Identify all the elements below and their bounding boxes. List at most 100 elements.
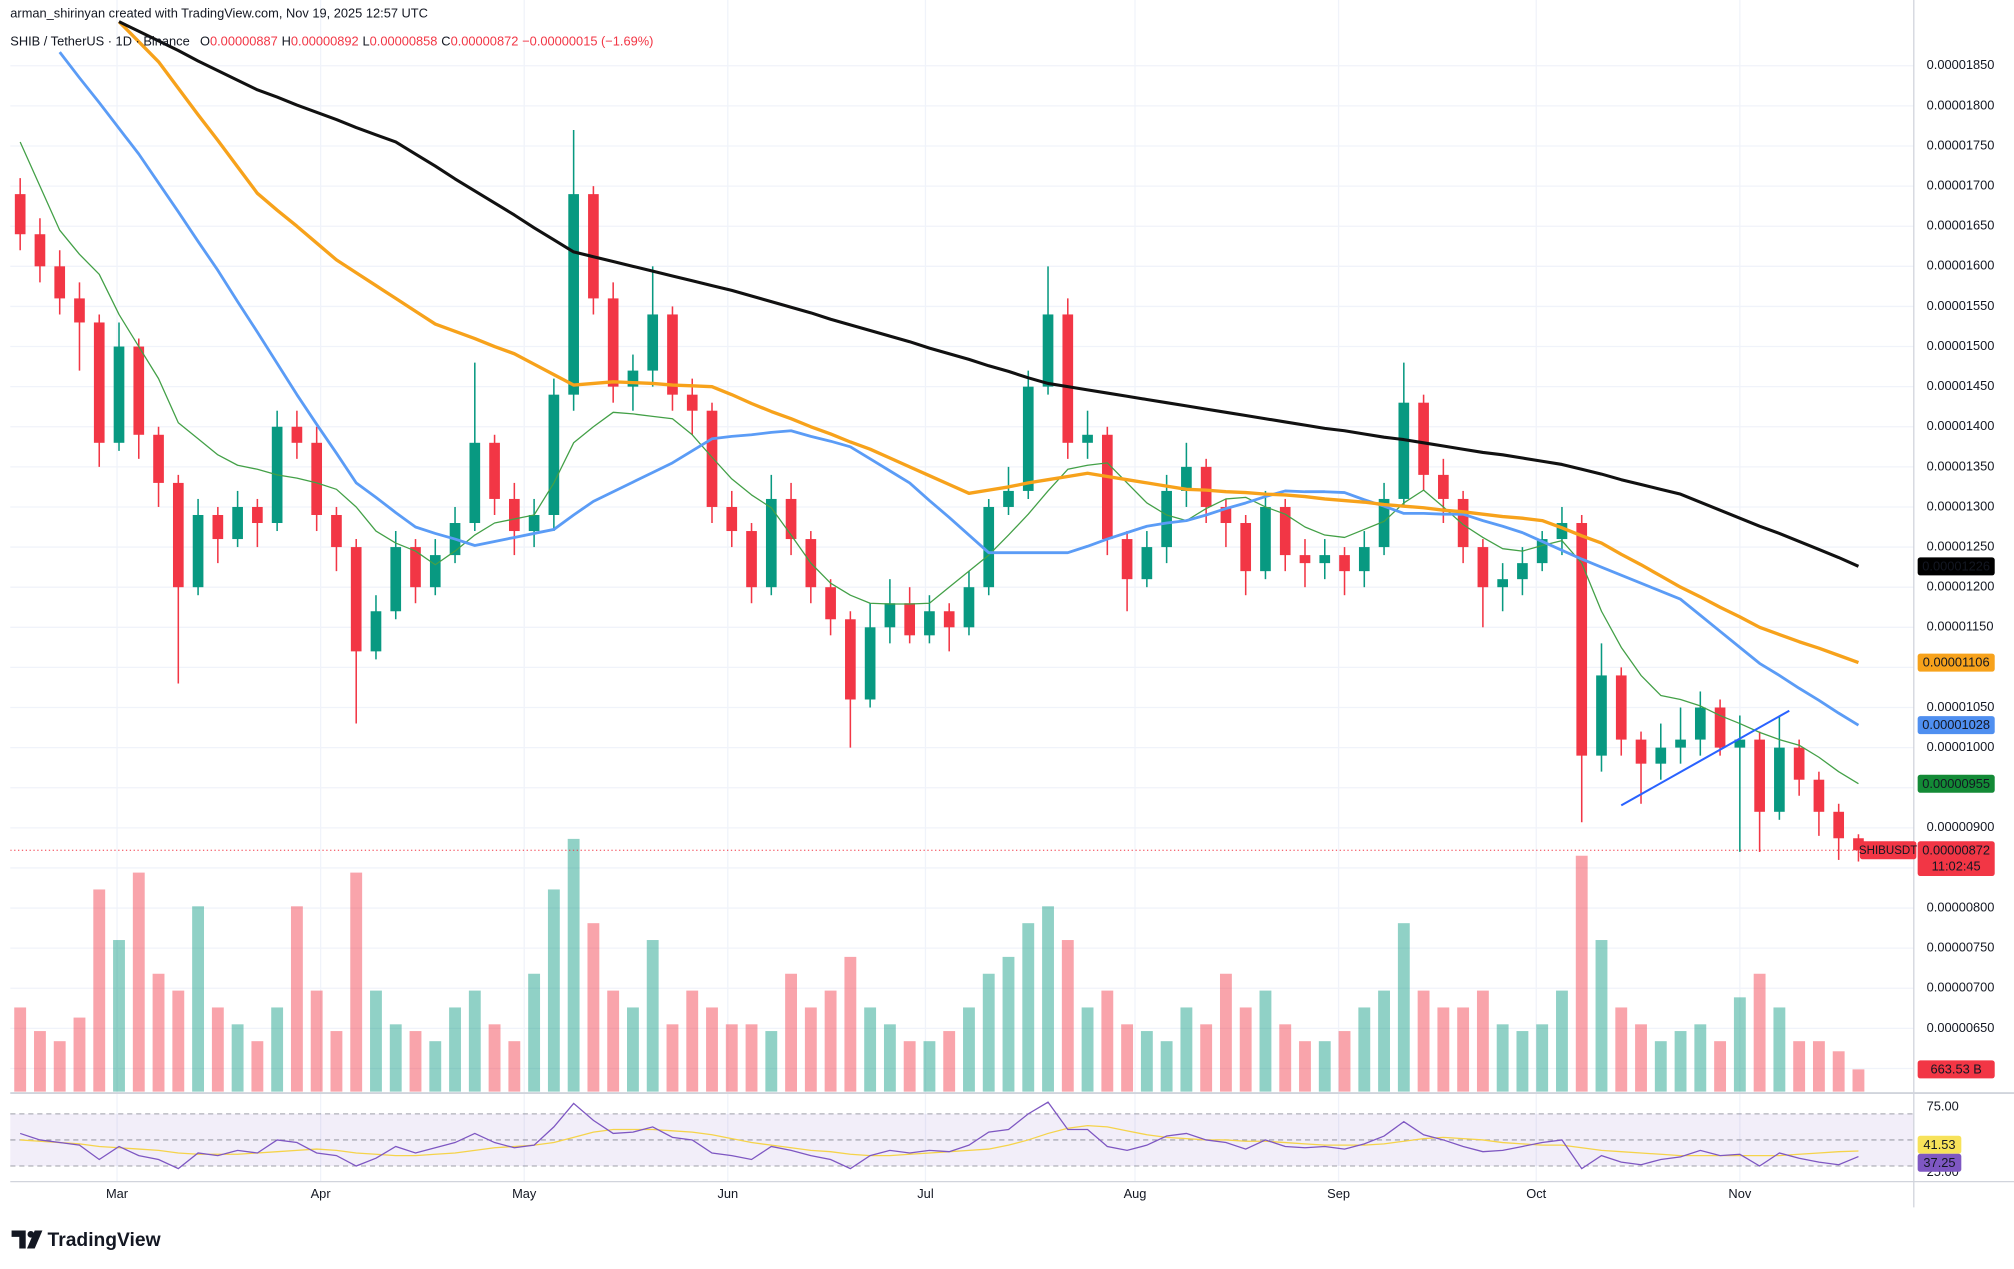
y-tick-label: 0.00000700 — [1927, 980, 1995, 995]
volume-bar — [231, 1024, 244, 1092]
candle-body — [528, 514, 540, 532]
volume-bar — [844, 956, 857, 1092]
candle-body — [686, 394, 698, 411]
volume-bar — [1259, 990, 1272, 1092]
volume-bar — [1575, 855, 1588, 1092]
volume-bar — [1219, 973, 1232, 1092]
volume-bar — [1852, 1069, 1865, 1092]
candle-body — [1477, 547, 1489, 588]
price-tag — [1917, 774, 1995, 793]
volume-bar — [132, 872, 145, 1092]
candle-body — [370, 611, 382, 652]
candle-body — [192, 514, 204, 588]
candle-body — [1003, 490, 1014, 507]
volume-bar — [1121, 1024, 1134, 1092]
volume-bar — [785, 973, 797, 1092]
candle-body — [864, 627, 876, 700]
volume-bar — [1812, 1041, 1825, 1092]
y-tick-label: 0.00001850 — [1927, 57, 1995, 72]
volume-bar — [152, 973, 165, 1092]
volume-bar — [567, 838, 580, 1092]
y-tick-label: 0.00000800 — [1927, 899, 1995, 914]
volume-bar — [192, 906, 205, 1092]
x-tick-label: Nov — [1728, 1186, 1751, 1201]
candle-body — [627, 370, 639, 387]
candle-body — [568, 194, 579, 395]
volume-bar — [370, 990, 382, 1092]
volume-bar — [468, 990, 481, 1092]
rsi-tag-label: 37.25 — [1923, 1155, 1955, 1170]
volume-tag — [1917, 1060, 1995, 1079]
volume-bar — [646, 940, 659, 1092]
volume-bar — [1378, 990, 1390, 1092]
y-tick-label: 0.00001600 — [1927, 258, 1995, 273]
candle-body — [429, 555, 441, 588]
moving-average-line — [118, 20, 1860, 568]
ohlc-value: 0.00000887 — [210, 34, 278, 49]
candle-body — [1240, 523, 1252, 572]
candle-body — [963, 587, 975, 628]
volume-bar — [1476, 990, 1489, 1092]
candle-body — [93, 322, 105, 443]
y-tick-label: 0.00001800 — [1927, 97, 1995, 112]
y-tick-label: 0.00001250 — [1927, 538, 1995, 553]
rsi-tag — [1917, 1153, 1962, 1172]
volume-bar — [1318, 1041, 1331, 1092]
volume-bar — [1200, 1024, 1213, 1092]
volume-bar — [982, 973, 995, 1092]
y-tick-label: 0.00001700 — [1927, 177, 1995, 192]
change: −0.00000015 (−1.69%) — [522, 34, 653, 49]
volume-bar — [449, 1007, 461, 1092]
candle-body — [54, 266, 66, 299]
moving-average-line — [58, 51, 1860, 727]
candle-body — [1398, 402, 1410, 499]
candle-body — [1279, 506, 1291, 556]
candle-body — [1497, 579, 1508, 588]
volume-bar — [14, 1007, 27, 1092]
candle-body — [647, 314, 659, 371]
volume-bar — [1733, 997, 1746, 1092]
y-tick-label: 0.00001400 — [1927, 418, 1995, 433]
volume-bar — [1615, 1007, 1628, 1092]
volume-layer — [14, 838, 1865, 1092]
moving-average-line — [19, 141, 1859, 785]
candle-body — [410, 547, 421, 588]
candle-body — [232, 506, 243, 540]
volume-bar — [1299, 1041, 1311, 1092]
price-tag — [1917, 557, 1995, 576]
ohlc-key: C — [441, 34, 450, 49]
candle-body — [350, 547, 362, 652]
volume-bar — [34, 1031, 46, 1092]
volume-bar — [211, 1007, 224, 1092]
volume-bar — [409, 1031, 422, 1092]
volume-bar — [330, 1031, 343, 1092]
volume-bar — [864, 1007, 877, 1092]
candle-body — [1200, 466, 1212, 507]
volume-bar — [1496, 1024, 1509, 1092]
x-tick-label: Jun — [717, 1186, 738, 1201]
volume-bar — [627, 1007, 639, 1092]
candle-body — [1438, 474, 1449, 499]
volume-bar — [1002, 956, 1015, 1092]
y-tick-label: 0.00001750 — [1927, 137, 1995, 152]
candle-body — [153, 434, 164, 483]
candle-body — [1536, 539, 1548, 564]
candle-body — [845, 619, 856, 700]
candle-body — [1655, 747, 1667, 764]
candle-body — [390, 547, 402, 612]
y-tick-label: 0.00000750 — [1927, 940, 1995, 955]
volume-bar — [587, 923, 600, 1092]
candle-body — [1774, 747, 1785, 812]
volume-bar — [1358, 1007, 1371, 1092]
candle-body — [1714, 707, 1726, 748]
y-tick-label: 0.00001550 — [1927, 298, 1995, 313]
candle-body — [1517, 563, 1528, 580]
y-tick-label: 0.00001350 — [1927, 458, 1995, 473]
volume-bar — [1457, 1007, 1470, 1092]
volume-bar — [607, 990, 620, 1092]
candle-body — [1576, 523, 1588, 756]
volume-bar — [310, 990, 323, 1092]
volume-tag-label: 663.53 B — [1931, 1061, 1982, 1076]
candle-body — [1457, 498, 1469, 548]
